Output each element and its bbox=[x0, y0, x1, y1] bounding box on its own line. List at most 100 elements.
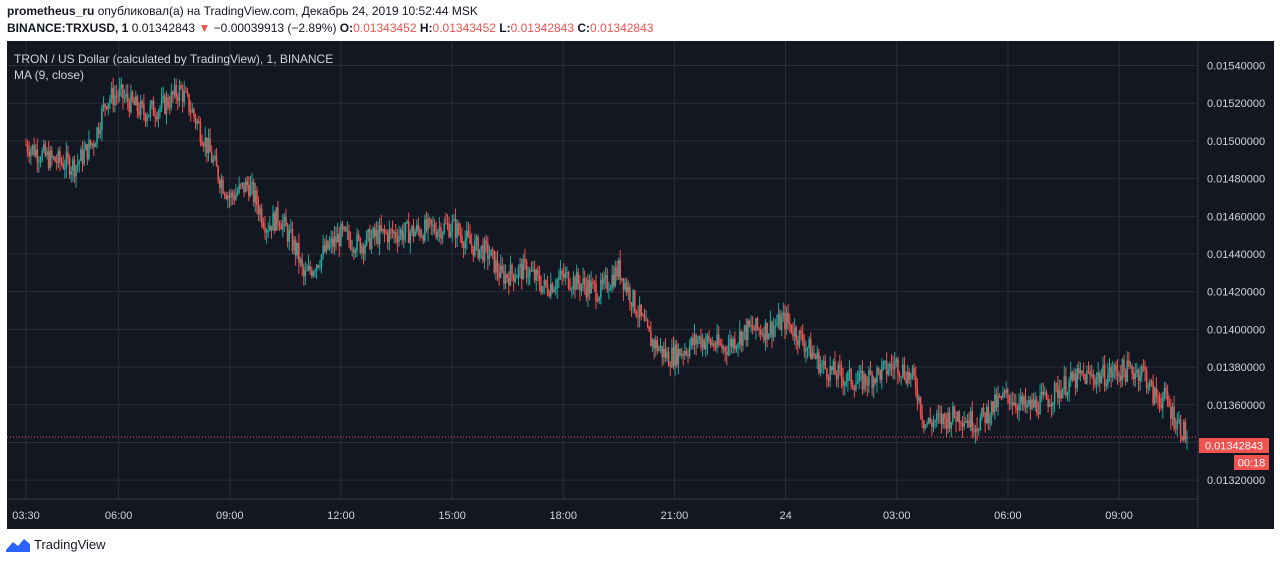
chart-svg[interactable]: 0.013200000.013400000.013600000.01380000… bbox=[7, 41, 1274, 529]
candle-body bbox=[1107, 374, 1109, 385]
candle-body bbox=[976, 428, 978, 432]
candle-body bbox=[323, 245, 326, 252]
candle-body bbox=[412, 225, 415, 237]
candle-body bbox=[687, 354, 689, 356]
candle-body bbox=[600, 280, 602, 298]
candle-body bbox=[102, 103, 105, 109]
candle-body bbox=[834, 361, 836, 375]
candle-body bbox=[373, 228, 376, 237]
candle-body bbox=[566, 272, 568, 274]
candle-body bbox=[1102, 365, 1104, 377]
candle-body bbox=[506, 274, 508, 278]
candle-body bbox=[175, 84, 177, 98]
candle-body bbox=[453, 218, 455, 221]
candle-body bbox=[464, 239, 467, 249]
price-axis[interactable]: 0.013200000.013400000.013600000.01380000… bbox=[1207, 61, 1265, 488]
candle-body bbox=[574, 277, 576, 290]
candle-body bbox=[1063, 376, 1066, 389]
candle-body bbox=[67, 152, 69, 159]
price-tick-label: 0.01380000 bbox=[1207, 362, 1265, 374]
candle-body bbox=[1074, 373, 1077, 388]
candle-body bbox=[540, 285, 542, 293]
candle-body bbox=[1144, 366, 1146, 371]
candle-body bbox=[375, 229, 378, 237]
candle-body bbox=[378, 225, 381, 245]
candle-body bbox=[159, 107, 161, 112]
candle-body bbox=[1116, 369, 1119, 377]
candle-body bbox=[118, 88, 121, 96]
candle-body bbox=[317, 265, 320, 267]
candle-body bbox=[617, 259, 620, 277]
candle-body bbox=[890, 364, 893, 367]
candle-body bbox=[112, 87, 114, 105]
candle-body bbox=[336, 233, 339, 243]
candle-body bbox=[330, 238, 332, 244]
candle-body bbox=[837, 364, 840, 380]
candle-body bbox=[117, 95, 119, 97]
candle-body bbox=[1111, 372, 1114, 378]
candle-body bbox=[89, 139, 92, 146]
candle-body bbox=[1176, 420, 1179, 429]
candle-body bbox=[774, 325, 777, 327]
candle-body bbox=[1060, 390, 1062, 399]
candle-body bbox=[1179, 419, 1182, 437]
candle-body bbox=[806, 347, 809, 349]
candle-body bbox=[784, 312, 786, 329]
candle-body bbox=[483, 240, 486, 262]
candle-body bbox=[538, 274, 541, 286]
footer-branding[interactable]: TradingView bbox=[6, 537, 106, 552]
price-tick-label: 0.01460000 bbox=[1207, 211, 1265, 223]
candle-body bbox=[1173, 406, 1175, 429]
candle-body bbox=[533, 269, 536, 281]
candle-body bbox=[257, 205, 260, 215]
candle-body bbox=[501, 265, 504, 271]
candle-body bbox=[722, 347, 725, 349]
candle-body bbox=[882, 362, 885, 366]
candle-body bbox=[616, 267, 618, 277]
candle-body bbox=[209, 138, 211, 153]
indicator-label[interactable]: MA (9, close) bbox=[14, 68, 84, 82]
candle-body bbox=[690, 337, 693, 346]
time-axis[interactable]: 03:30 06:00 09:00 12:00 15:00 18:00 21:00 24 03:… bbox=[12, 510, 1133, 522]
candle-body bbox=[1129, 365, 1132, 367]
candle-body bbox=[816, 352, 819, 359]
candle-body bbox=[818, 352, 820, 373]
candle-body bbox=[141, 101, 144, 105]
time-tick-label: 03:30 bbox=[12, 510, 40, 522]
candle-body bbox=[1140, 366, 1143, 376]
candle-body bbox=[545, 280, 547, 286]
candle-body bbox=[176, 97, 179, 101]
candle-body bbox=[960, 422, 962, 424]
candle-body bbox=[903, 364, 906, 378]
candle-body bbox=[992, 401, 995, 412]
candle-body bbox=[738, 331, 741, 344]
candle-body bbox=[737, 343, 739, 347]
candle-body bbox=[562, 273, 565, 278]
chart-panel[interactable]: 0.013200000.013400000.013600000.01380000… bbox=[7, 41, 1274, 529]
candle-body bbox=[105, 106, 108, 109]
candle-body bbox=[469, 235, 471, 244]
candle-body bbox=[168, 106, 171, 108]
candle-body bbox=[926, 423, 928, 425]
candle-body bbox=[696, 340, 699, 345]
candle-body bbox=[1121, 359, 1124, 381]
author-name[interactable]: prometheus_ru bbox=[7, 4, 95, 18]
candle-body bbox=[884, 360, 886, 363]
candle-body bbox=[1081, 370, 1083, 374]
candle-body bbox=[183, 91, 186, 103]
candle-body bbox=[727, 345, 730, 355]
candle-body bbox=[1076, 368, 1078, 388]
candle-body bbox=[1166, 392, 1169, 403]
candle-body bbox=[1013, 402, 1016, 406]
candle-body bbox=[259, 208, 261, 215]
candle-body bbox=[1045, 392, 1048, 400]
candle-body bbox=[377, 229, 379, 245]
candle-body bbox=[842, 377, 844, 386]
candle-body bbox=[717, 334, 720, 345]
candle-body bbox=[107, 102, 110, 109]
candle-body bbox=[1002, 392, 1004, 399]
candle-body bbox=[348, 230, 350, 240]
candle-body bbox=[764, 322, 767, 341]
candle-body bbox=[430, 219, 433, 225]
candle-body bbox=[138, 110, 140, 116]
